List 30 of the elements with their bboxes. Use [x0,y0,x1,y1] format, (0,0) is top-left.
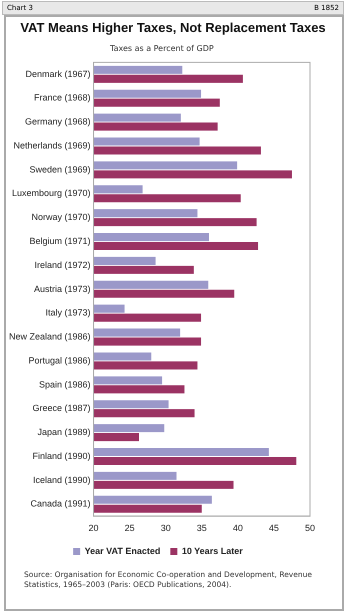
x-axis-title: Taxes as a Percent of GDP [110,44,214,53]
y-tick-label: New Zealand (1986) [9,332,91,342]
y-tick-label: Spain (1986) [39,379,91,390]
y-tick-label: Portugal (1986) [28,355,91,366]
y-tick-label: Netherlands (1969) [14,140,91,150]
y-tick-label: France (1968) [34,92,91,103]
y-tick-label: Finland (1990) [32,450,91,461]
x-tick-label: 50 [304,523,316,534]
x-tick-label: 45 [268,523,279,534]
y-tick-label: Japan (1989) [38,427,91,438]
x-tick-label: 25 [124,523,135,534]
y-tick-label: Germany (1968) [25,116,91,127]
legend-label: Year VAT Enacted [84,546,160,556]
x-tick-label: 35 [196,523,207,534]
y-tick-label: Greece (1987) [32,403,91,414]
y-tick-label: Sweden (1969) [30,164,91,174]
x-tick-label: 20 [88,523,99,534]
chart-title: VAT Means Higher Taxes, Not Replacement Taxes [19,20,327,35]
y-tick-label: Belgium (1971) [30,236,91,246]
y-tick-label: Ireland (1972) [34,260,91,270]
y-tick-label: Canada (1991) [30,498,91,509]
y-tick-label: Italy (1973) [46,308,91,318]
y-tick-label: Austria (1973) [34,284,91,294]
y-tick-label: Iceland (1990) [33,474,91,485]
x-tick-label: 40 [232,523,243,534]
y-tick-label: Denmark (1967) [26,68,91,79]
y-tick-label: Norway (1970) [32,212,91,222]
y-tick-label: Luxembourg (1970) [12,188,91,198]
x-tick-label: 30 [160,523,171,534]
legend-label: 10 Years Later [182,546,244,556]
